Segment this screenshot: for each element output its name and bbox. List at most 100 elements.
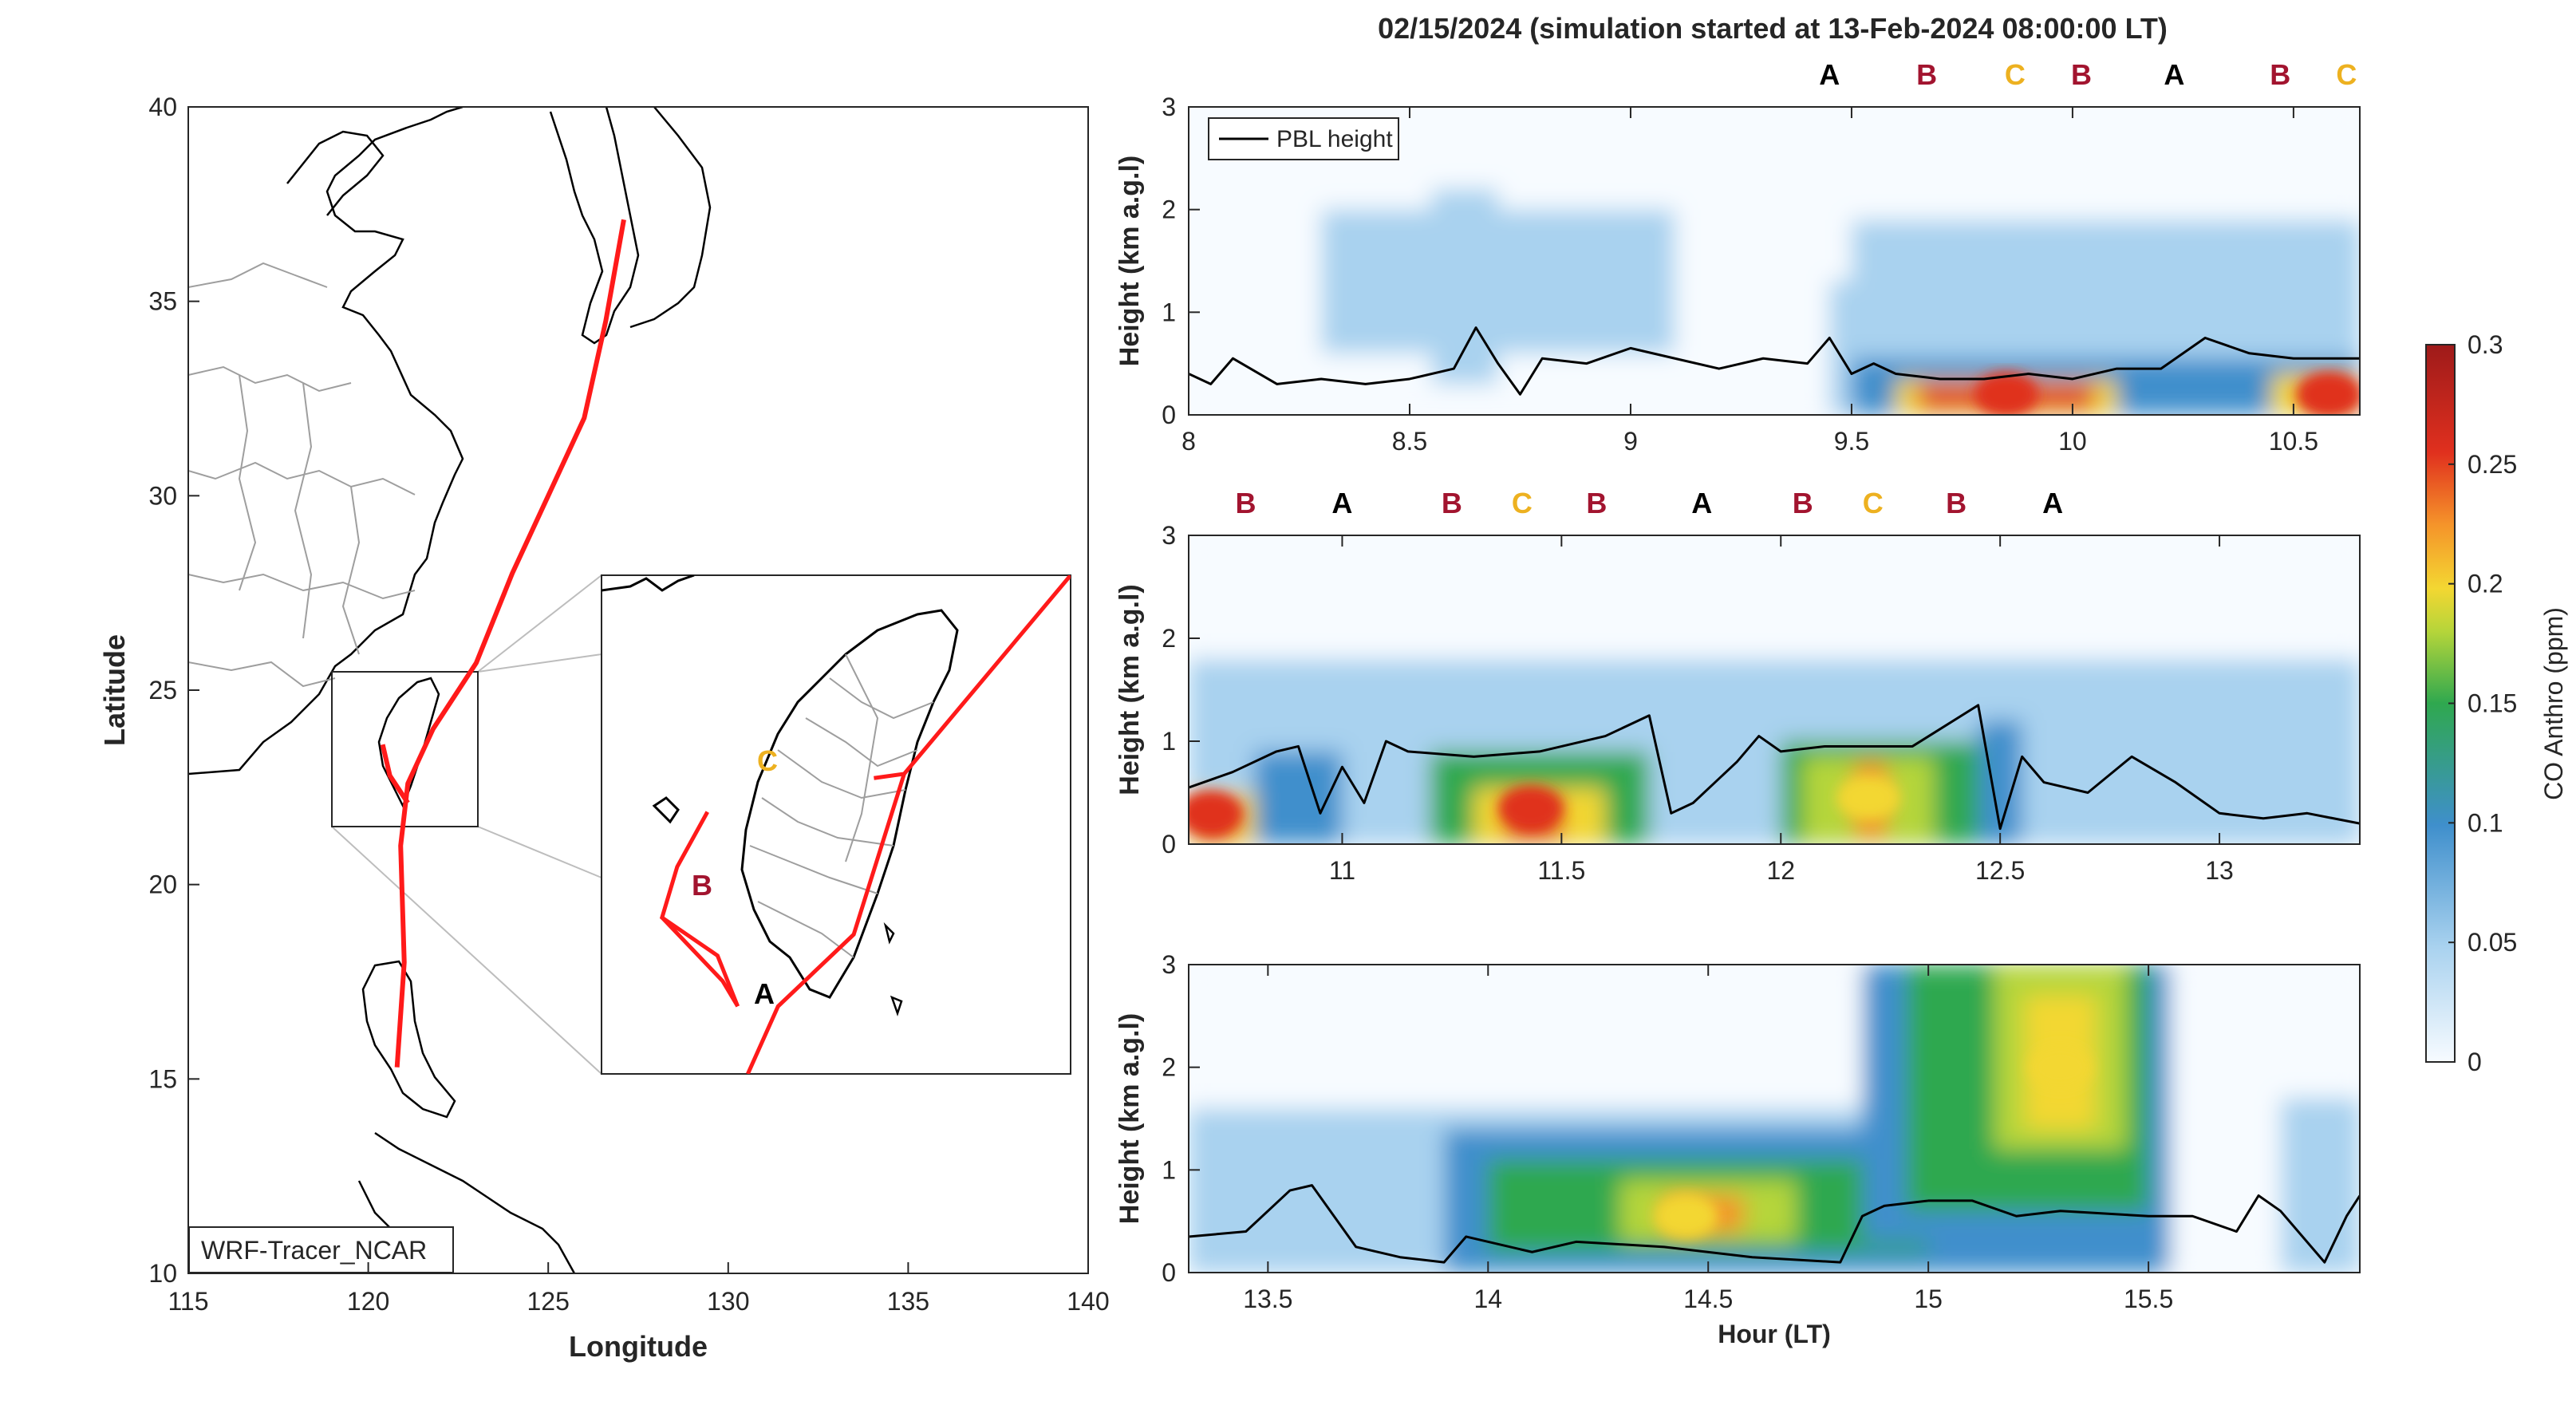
site-marker-B: B	[2071, 58, 2092, 91]
flight-track-branch	[380, 744, 410, 804]
inset-site-label-C: C	[757, 744, 778, 777]
y-tick-label: 2	[1162, 624, 1176, 653]
korea-coastline	[549, 107, 640, 345]
map-track-layer	[380, 219, 626, 1068]
time-height-panel-1: 8 8.5 9 9.5 10 10.5 0 1 2 3 Height (km a.g.l) A B C B A…	[1114, 58, 2361, 456]
map-y-tick-label: 25	[148, 676, 177, 705]
inset-site-label-B: B	[692, 869, 712, 902]
x-tick-label: 8	[1181, 427, 1196, 456]
x-tick-label: 10	[2058, 427, 2087, 456]
x-tick-label: 10.5	[2269, 427, 2318, 456]
inset-panel: A B C	[601, 574, 1071, 1075]
site-marker-C: C	[2336, 58, 2357, 91]
pbl-height-line	[1189, 1184, 2360, 1264]
map-x-tick-label: 120	[347, 1287, 389, 1316]
x-tick-label: 12.5	[1975, 856, 2025, 885]
map-y-ticks: 10 15 20 25 30 35 40	[148, 93, 199, 1288]
pbl-height-line	[1189, 704, 2360, 831]
luzon-outline	[361, 960, 456, 1119]
inset-site-label-A: A	[754, 977, 775, 1010]
co-field-cell	[2263, 761, 2360, 844]
province-boundaries	[188, 262, 416, 688]
map-y-tick-label: 20	[148, 870, 177, 899]
zoom-line-top	[477, 574, 602, 673]
inset-islands	[883, 922, 903, 1016]
co-peak	[1498, 785, 1563, 831]
x-tick-label: 14.5	[1683, 1285, 1733, 1313]
map-x-tick-label: 135	[887, 1287, 929, 1316]
inset-track-east	[746, 773, 906, 1074]
map-y-tick-label: 10	[148, 1259, 177, 1288]
co-field	[1189, 965, 2360, 1273]
x-axis-label: Hour (LT)	[1718, 1320, 1831, 1348]
y-tick-label: 0	[1162, 1258, 1176, 1287]
map-x-tick-label: 125	[527, 1287, 570, 1316]
site-marker-B: B	[1793, 487, 1813, 519]
time-height-panel-3: 13.5 14 14.5 15 15.5 0 1 2 3 Height (km a.g.l) Hou…	[1114, 950, 2361, 1348]
colorbar-tick-label: 0.15	[2468, 689, 2517, 718]
pbl-height-line	[1189, 326, 2360, 396]
map-x-tick-label: 115	[168, 1287, 208, 1316]
co-peak	[1189, 791, 1243, 836]
x-tick-label: 14	[1473, 1285, 1502, 1313]
colorbar-ticks: 0 0.05 0.1 0.15 0.2 0.25 0.3	[2448, 330, 2517, 1076]
x-tick-label: 12	[1766, 856, 1795, 885]
zoom-line-mid	[477, 826, 602, 878]
inset-china-coast	[602, 575, 695, 592]
panel-frame	[1188, 964, 2361, 1273]
figure-title: 02/15/2024 (simulation started at 13-Feb…	[1378, 12, 2168, 45]
map-panel: A B C WRF-Tracer_NCAR 115 120 125 130 135 140 1…	[98, 93, 1110, 1363]
map-land	[188, 107, 712, 1273]
co-peaks	[1974, 372, 2360, 415]
co-peaks	[1189, 775, 1901, 836]
x-tick-label: 11	[1329, 856, 1355, 885]
co-field-cell	[1254, 751, 1343, 844]
co-field-blobs	[1189, 965, 2360, 1273]
co-peak	[2297, 372, 2360, 415]
y-tick-label: 2	[1162, 1053, 1176, 1082]
inset-site-labels: A B C	[692, 744, 778, 1010]
site-marker-B: B	[1946, 487, 1967, 519]
site-marker-A: A	[2164, 58, 2184, 91]
x-tick-label: 11.5	[1537, 856, 1585, 885]
site-marker-C: C	[1512, 487, 1533, 519]
co-peaks	[1654, 1044, 2093, 1239]
co-field-cell	[1431, 188, 1498, 385]
inset-penghu	[652, 796, 680, 824]
x-tick-label: 9	[1623, 427, 1638, 456]
map-x-tick-label: 140	[1067, 1287, 1109, 1316]
y-tick-label: 1	[1162, 1155, 1176, 1184]
co-field	[1189, 535, 2360, 844]
colorbar-tick-label: 0.1	[2468, 808, 2503, 837]
inset-track-layer	[659, 575, 1071, 1074]
inset-taiwan-outline	[740, 609, 959, 999]
site-marker-A: A	[1331, 487, 1352, 519]
y-axis-label: Height (km a.g.l)	[1114, 156, 1145, 366]
map-x-ticks: 115 120 125 130 135 140	[168, 1262, 1110, 1316]
korea-east-coast	[629, 107, 712, 329]
co-field	[1189, 107, 2360, 415]
y-axis-label: Height (km a.g.l)	[1114, 584, 1145, 795]
flight-track	[394, 219, 626, 1068]
site-marker-B: B	[1235, 487, 1256, 519]
zoom-line-upper	[477, 653, 602, 673]
co-peak	[1974, 372, 2038, 415]
site-marker-B: B	[1916, 58, 1937, 91]
y-tick-label: 3	[1162, 950, 1176, 979]
co-field-cell	[2139, 363, 2250, 415]
co-field-cell	[2280, 1098, 2360, 1273]
x-tick-label: 13	[2205, 856, 2234, 885]
map-y-label: Latitude	[98, 634, 131, 746]
y-tick-label: 1	[1162, 298, 1176, 326]
y-tick-label: 2	[1162, 195, 1176, 224]
map-y-tick-label: 40	[148, 93, 177, 121]
site-marker-C: C	[2005, 58, 2026, 91]
colorbar-tick-label: 0.25	[2468, 450, 2517, 479]
inset-county-boundaries	[749, 653, 934, 958]
co-peak	[1836, 775, 1901, 820]
colorbar-tick-label: 0.2	[2468, 570, 2503, 598]
map-y-tick-label: 15	[148, 1064, 177, 1093]
model-label-box: WRF-Tracer_NCAR	[188, 1226, 454, 1273]
